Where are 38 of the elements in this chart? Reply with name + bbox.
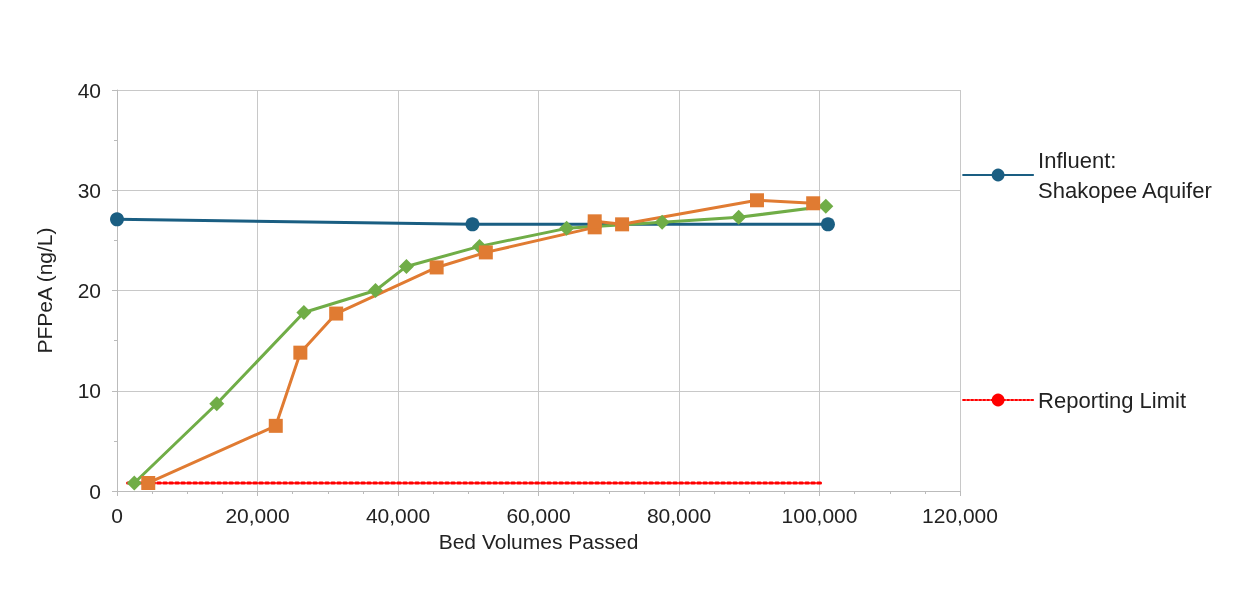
point xyxy=(749,193,764,208)
point xyxy=(465,217,480,232)
point xyxy=(818,198,834,214)
point xyxy=(398,258,414,274)
y-axis-title: PFPeA (ng/L) xyxy=(33,227,56,354)
point xyxy=(587,214,602,229)
point xyxy=(559,220,575,236)
point xyxy=(209,396,225,412)
point xyxy=(654,214,670,230)
y-tick-label: 0 xyxy=(89,479,101,503)
y-tick-label: 40 xyxy=(77,78,101,102)
legend-label: Reporting Limit xyxy=(1038,387,1187,413)
x-tick-label: 80,000 xyxy=(646,504,712,527)
x-tick-label: 100,000 xyxy=(781,504,858,527)
point xyxy=(615,217,630,232)
x-tick-label: 120,000 xyxy=(922,504,998,527)
point xyxy=(731,209,747,225)
x-tick-label: 0 xyxy=(111,504,123,527)
point xyxy=(293,345,308,360)
point xyxy=(368,283,384,298)
point xyxy=(110,212,124,227)
x-tick-label: 40,000 xyxy=(365,504,431,527)
point xyxy=(329,306,344,321)
point xyxy=(141,475,156,490)
y-tick-label: 30 xyxy=(77,178,101,202)
legend-label: Influent: Shakopee Aquifer xyxy=(1038,147,1212,203)
x-axis-title: Bed Volumes Passed xyxy=(438,530,639,553)
point xyxy=(126,475,142,491)
point xyxy=(268,418,283,433)
point xyxy=(296,305,312,321)
y-tick-label: 20 xyxy=(77,279,101,302)
y-tick-label: 10 xyxy=(77,379,101,403)
point xyxy=(820,217,835,232)
x-tick-label: 20,000 xyxy=(225,504,290,527)
point xyxy=(429,260,444,275)
point xyxy=(806,196,821,211)
point xyxy=(478,245,493,260)
x-tick-label: 60,000 xyxy=(506,504,571,527)
